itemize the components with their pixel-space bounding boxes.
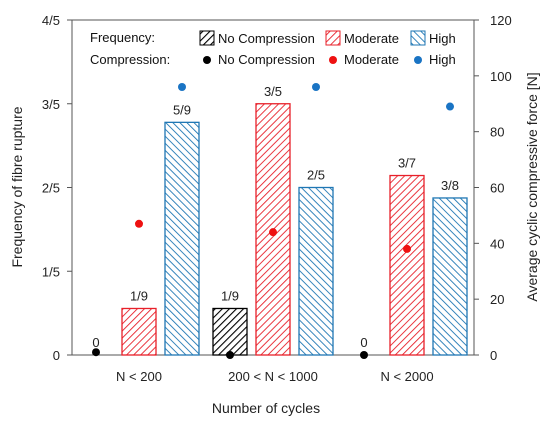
dot-high-0 [178, 83, 186, 91]
legend-dot-high [414, 56, 422, 64]
dot-no-compression-2 [360, 351, 368, 359]
right-tick-label-4: 80 [490, 125, 504, 140]
legend-dot-moderate [329, 56, 337, 64]
bar-label-high-0: 5/9 [173, 102, 191, 117]
x-tick-2: N < 2000 [380, 369, 433, 384]
right-axis-ticks: 0 20 40 60 80 100 120 [474, 13, 512, 363]
bar-labels-group: 0 1/9 5/9 1/9 3/5 2/5 0 3/7 3/8 [92, 84, 459, 350]
bar-high-2 [432, 197, 468, 356]
dot-moderate-1 [269, 228, 277, 237]
bar-label-moderate-2: 3/7 [398, 156, 416, 171]
bar-label-high-2: 3/8 [441, 178, 459, 193]
bar-moderate-1 [255, 103, 291, 356]
y-axis-left-title: Frequency of fibre rupture [9, 106, 25, 267]
bar-label-moderate-0: 1/9 [130, 288, 148, 303]
legend-bar-high: High [429, 31, 456, 46]
legend-swatch-no-compression [199, 30, 215, 46]
bar-label-no-compression-2: 0 [360, 335, 367, 350]
left-tick-label-4: 4/5 [42, 13, 60, 28]
bar-no-compression-1 [212, 307, 248, 356]
legend-dot-no-compression [203, 56, 211, 64]
right-tick-label-5: 100 [490, 69, 512, 84]
legend-dot-no-compression-label: No Compression [218, 52, 315, 67]
left-tick-label-1: 1/5 [42, 264, 60, 279]
right-tick-label-2: 40 [490, 236, 504, 251]
legend-bar-no-compression: No Compression [218, 31, 315, 46]
x-axis-title: Number of cycles [212, 400, 320, 416]
left-tick-label-3: 3/5 [42, 97, 60, 112]
legend-dot-high-label: High [429, 52, 456, 67]
dot-moderate-2 [403, 244, 411, 253]
legend-dot-moderate-label: Moderate [344, 52, 399, 67]
legend-swatch-moderate [325, 30, 341, 46]
bar-high-0 [164, 121, 200, 356]
dot-no-compression-1 [226, 351, 234, 359]
dot-high-2 [446, 102, 454, 111]
left-tick-label-0: 0 [53, 348, 60, 363]
right-tick-label-3: 60 [490, 181, 504, 196]
legend-frequency-title: Frequency: [90, 30, 155, 45]
x-axis-ticks: N < 200 200 < N < 1000 N < 2000 [116, 369, 434, 384]
dot-no-compression-0 [92, 348, 100, 357]
left-tick-label-2: 2/5 [42, 181, 60, 196]
dot-moderate-0 [135, 219, 143, 228]
dot-high-1 [312, 83, 320, 91]
bar-label-no-compression-0: 0 [92, 335, 99, 350]
legend: Frequency: Compression: No Compression M… [90, 30, 456, 67]
right-tick-label-0: 0 [490, 348, 497, 363]
legend-bar-moderate: Moderate [344, 31, 399, 46]
left-axis-ticks: 0 1/5 2/5 3/5 4/5 [42, 13, 72, 363]
bar-label-moderate-1: 3/5 [264, 84, 282, 99]
bar-moderate-0 [121, 307, 157, 356]
x-tick-1: 200 < N < 1000 [228, 369, 318, 384]
bar-label-no-compression-1: 1/9 [221, 288, 239, 303]
right-tick-label-1: 20 [490, 292, 504, 307]
legend-swatch-high [410, 30, 426, 46]
legend-compression-title: Compression: [90, 52, 170, 67]
right-tick-label-6: 120 [490, 13, 512, 28]
bars-group [121, 103, 468, 356]
bar-high-1 [298, 186, 334, 356]
y-axis-right-title: Average cyclic compressive force [N] [524, 72, 540, 301]
bar-moderate-2 [389, 174, 425, 356]
scatter-group [92, 83, 454, 359]
bar-label-high-1: 2/5 [307, 168, 325, 183]
x-tick-0: N < 200 [116, 369, 162, 384]
